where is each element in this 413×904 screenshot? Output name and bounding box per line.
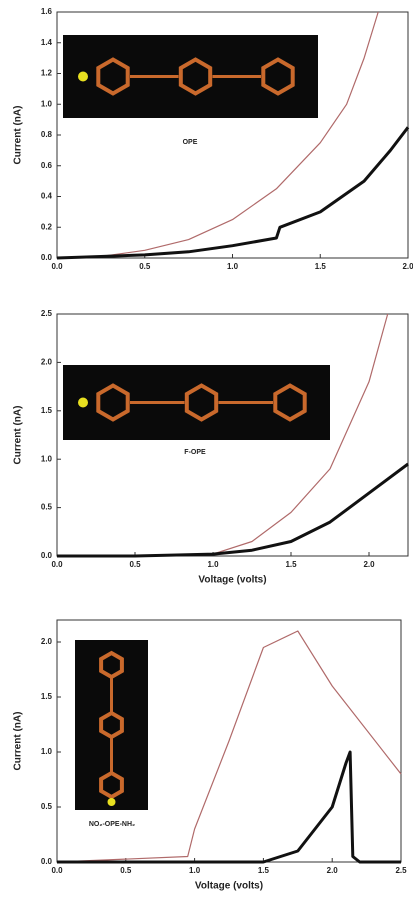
y-tick-label: 0.0	[41, 253, 53, 262]
y-tick-label: 1.0	[41, 454, 53, 463]
y-tick-label: 0.0	[41, 551, 53, 560]
x-axis-title: Voltage (volts)	[195, 881, 263, 892]
x-tick-label: 1.0	[227, 262, 239, 271]
y-tick-label: 0.0	[41, 857, 53, 866]
x-tick-label: 0.5	[139, 262, 151, 271]
y-tick-label: 1.0	[41, 747, 53, 756]
data-line	[57, 464, 408, 556]
y-tick-label: 0.5	[41, 802, 53, 811]
molecule-inset	[63, 35, 318, 118]
x-tick-label: 1.0	[207, 560, 219, 569]
chart-panel: 0.0 0.5 1.0 1.5 2.0 0.0 0.5 1.0 1.5 2.0 2.5 Current…	[13, 309, 408, 586]
molecule-inset	[75, 640, 148, 810]
y-tick-label: 0.4	[41, 192, 53, 201]
x-tick-label: 2.0	[402, 262, 413, 271]
x-tick-label: 1.5	[285, 560, 297, 569]
x-tick-label: 0.5	[129, 560, 141, 569]
x-axis-title: Voltage (volts)	[198, 575, 266, 586]
y-tick-label: 1.2	[41, 69, 53, 78]
y-tick-label: 0.2	[41, 222, 53, 231]
y-axis-title: Current (nA)	[13, 712, 24, 771]
y-axis-title: Current (nA)	[13, 406, 24, 465]
molecule-atom	[108, 798, 116, 806]
x-tick-label: 2.5	[395, 866, 407, 875]
molecule-label: OPE	[183, 139, 198, 146]
y-tick-label: 1.5	[41, 406, 53, 415]
x-tick-label: 0.0	[51, 560, 63, 569]
chart-panel: 0.0 0.5 1.0 1.5 2.0 2.5 0.0 0.5 1.0 1.5 2.0 Current…	[13, 620, 407, 892]
molecule-label: NO₂-OPE-NH₂	[89, 821, 135, 828]
y-tick-label: 2.0	[41, 358, 53, 367]
y-tick-label: 1.0	[41, 99, 53, 108]
y-tick-label: 0.5	[41, 503, 53, 512]
x-tick-label: 2.0	[327, 866, 339, 875]
molecule-inset	[63, 365, 330, 440]
y-tick-label: 1.4	[41, 38, 53, 47]
y-tick-label: 2.5	[41, 309, 53, 318]
molecule-atom	[78, 72, 88, 82]
data-line	[57, 127, 408, 258]
y-tick-label: 2.0	[41, 637, 53, 646]
x-tick-label: 1.0	[189, 866, 201, 875]
x-tick-label: 0.0	[51, 262, 63, 271]
y-tick-label: 1.6	[41, 7, 53, 16]
y-tick-label: 0.6	[41, 161, 53, 170]
x-tick-label: 2.0	[363, 560, 375, 569]
chart-panel: 0.0 0.5 1.0 1.5 2.0 0.0 0.2 0.4 0.6 0.8 1.0 1.2 1.4 1…	[13, 7, 413, 271]
x-tick-label: 0.5	[120, 866, 132, 875]
y-tick-label: 1.5	[41, 692, 53, 701]
x-tick-label: 1.5	[315, 262, 327, 271]
molecule-label: F-OPE	[184, 449, 206, 456]
figure: 0.0 0.5 1.0 1.5 2.0 0.0 0.2 0.4 0.6 0.8 1.0 1.2 1.4 1…	[0, 0, 413, 904]
molecule-atom	[78, 398, 88, 408]
x-tick-label: 1.5	[258, 866, 270, 875]
y-tick-label: 0.8	[41, 130, 53, 139]
y-axis-title: Current (nA)	[13, 106, 24, 165]
x-tick-label: 0.0	[51, 866, 63, 875]
